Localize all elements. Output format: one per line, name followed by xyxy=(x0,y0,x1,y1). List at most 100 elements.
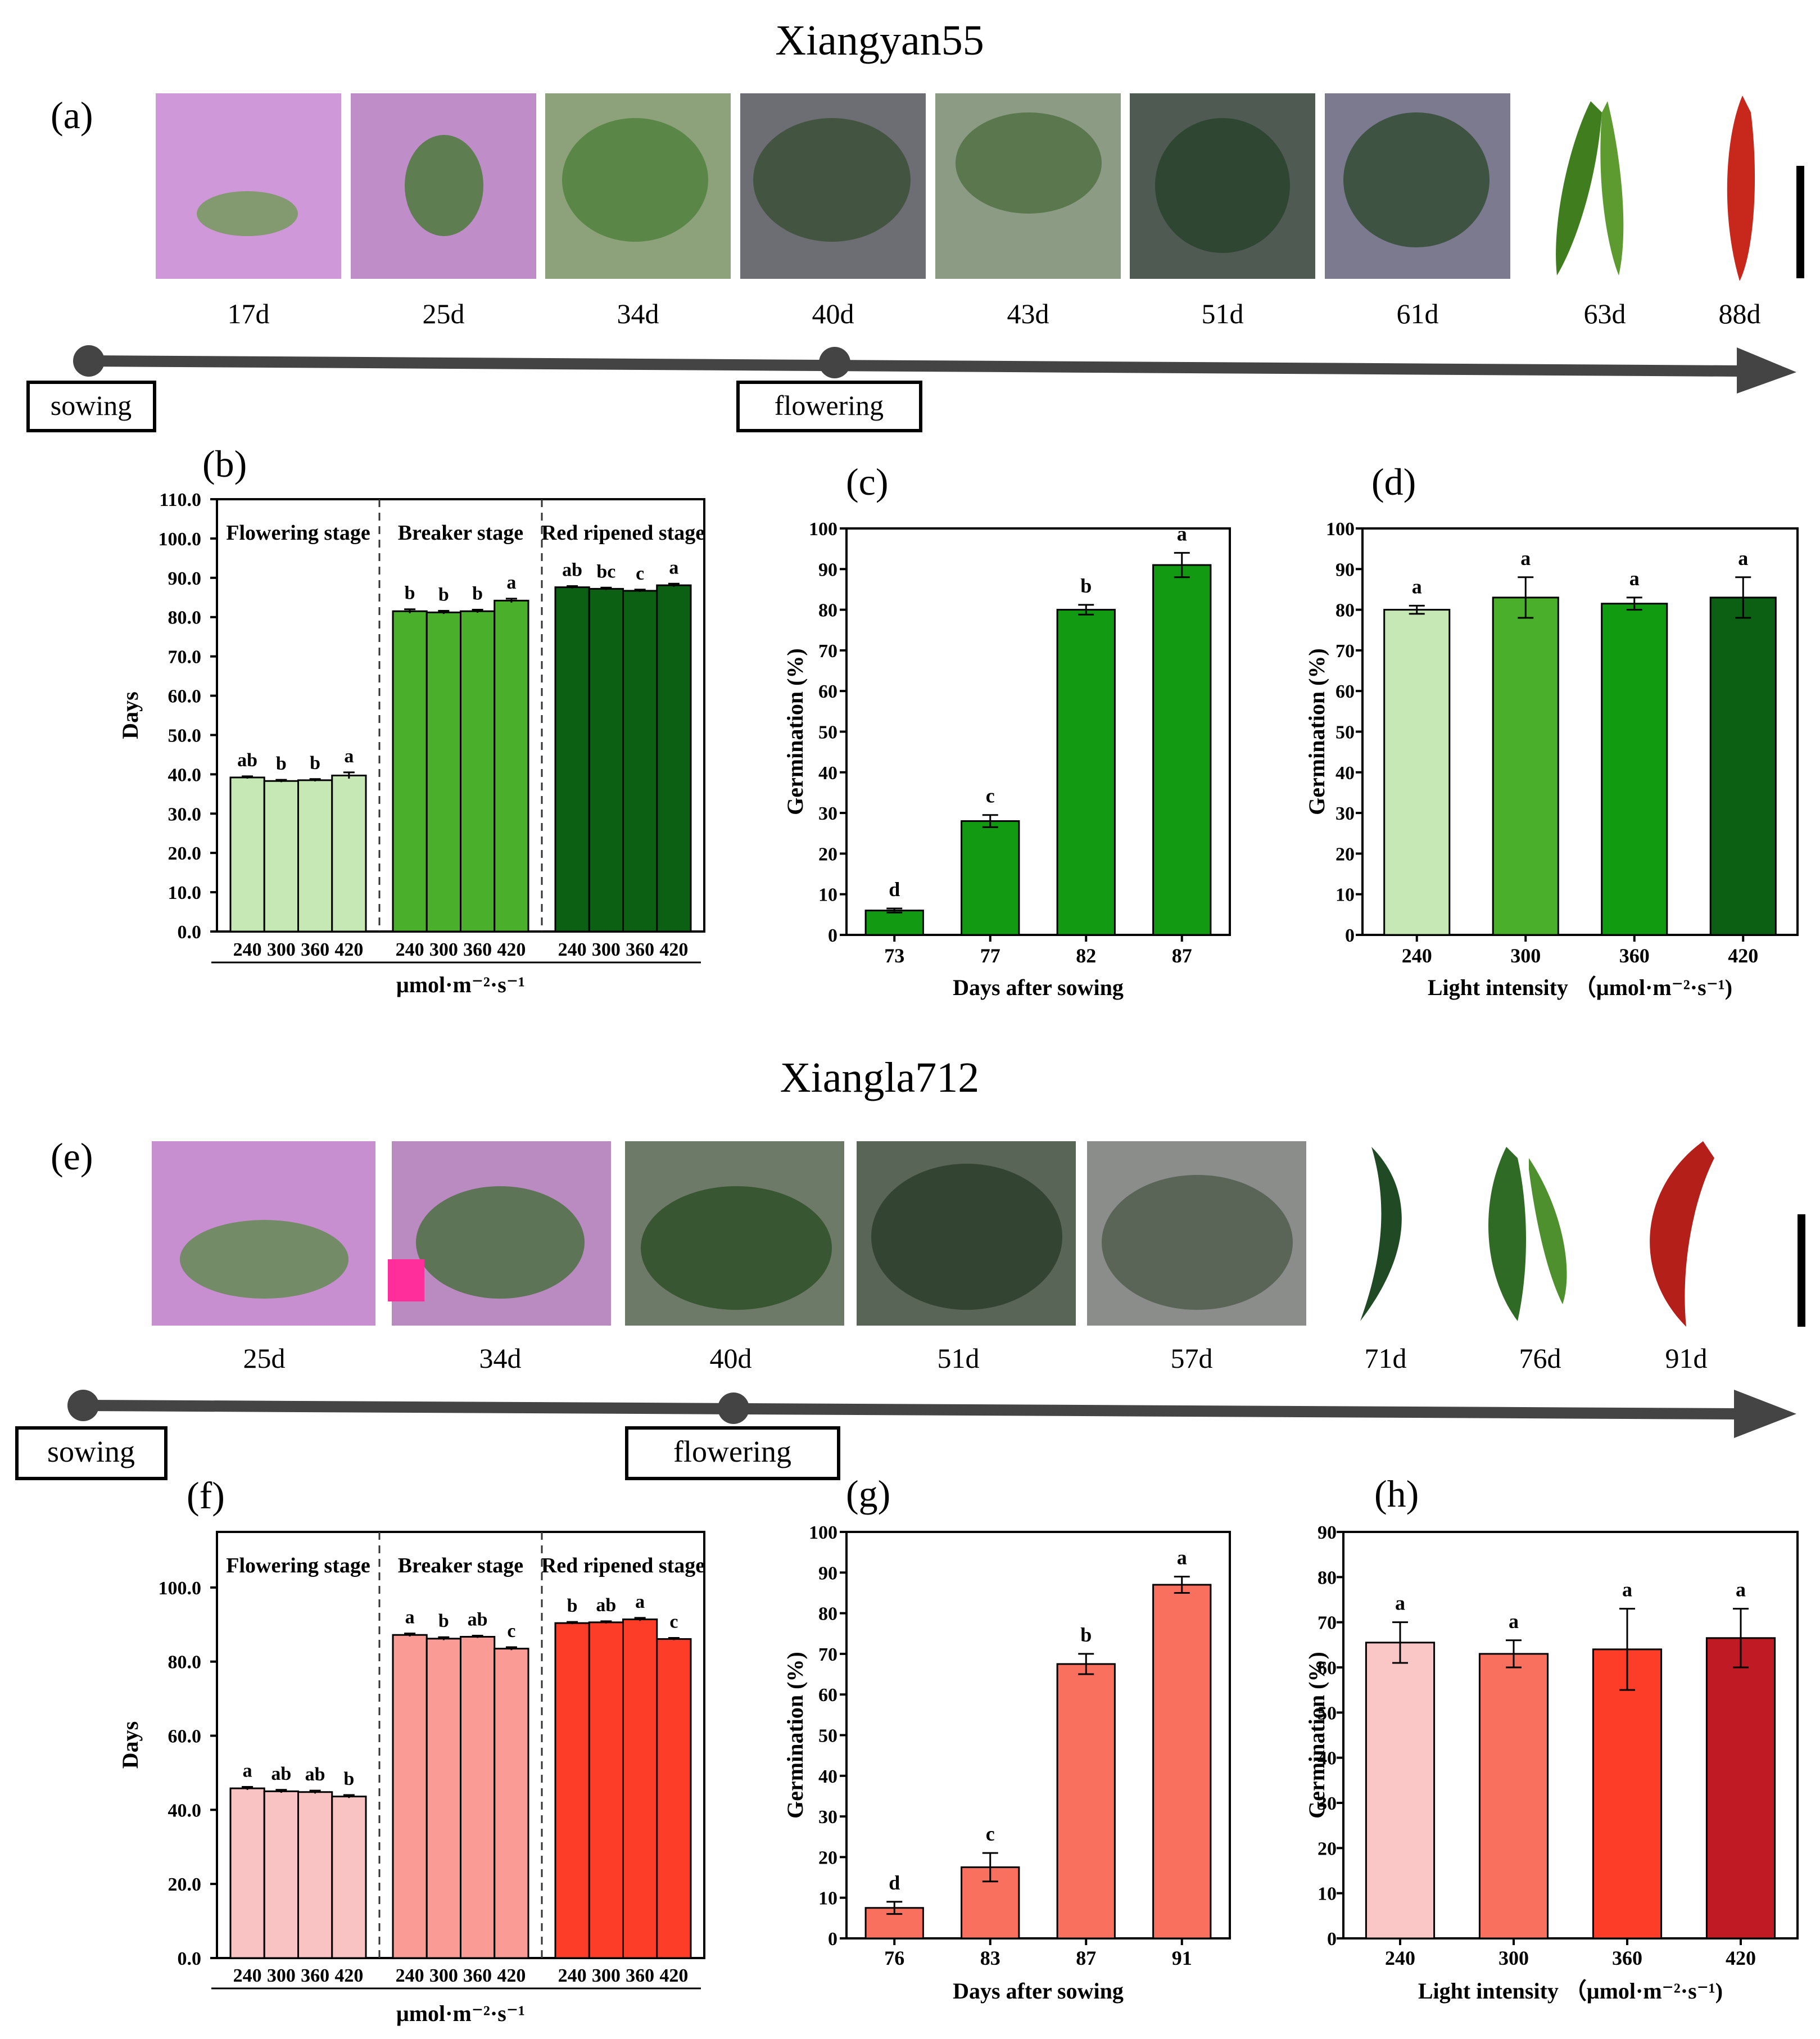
x-tick-label: 420 xyxy=(334,1965,363,1986)
pepper-red xyxy=(1727,96,1755,281)
x-tick-label: 240 xyxy=(558,1965,587,1986)
pink-label-tag xyxy=(388,1259,424,1301)
fruit-top xyxy=(1556,96,1755,281)
timeline-top: sowing flowering xyxy=(26,345,1796,432)
y-tick-label: 80 xyxy=(1335,600,1355,621)
x-tick-label: 360 xyxy=(626,939,654,960)
significance-letter: d xyxy=(889,878,900,901)
stage-label: Breaker stage xyxy=(398,1554,523,1577)
bar xyxy=(1709,596,1777,936)
day-label: 61d xyxy=(1397,298,1439,329)
photo-17d xyxy=(156,93,341,279)
bar xyxy=(229,776,265,933)
x-tick-label: 240 xyxy=(1385,1947,1415,1969)
x-axis-label: Light intensity （μmol·m⁻²·s⁻¹) xyxy=(1418,1978,1723,2004)
y-axis-label: Germination (%) xyxy=(782,1652,808,1819)
bar xyxy=(1152,564,1212,936)
significance-letter: a xyxy=(1177,1547,1187,1569)
plant-leaf xyxy=(405,135,483,236)
x-tick-label: 420 xyxy=(1726,1947,1756,1969)
scale-bar-bottom xyxy=(1798,1214,1805,1327)
significance-letter: a xyxy=(635,1592,645,1612)
bar xyxy=(229,1787,265,1959)
x-tick-label: 91 xyxy=(1172,1947,1192,1969)
x-tick-label: 420 xyxy=(659,939,688,960)
y-tick-label: 60 xyxy=(1318,1658,1337,1679)
x-tick-label: 87 xyxy=(1172,944,1192,967)
x-tick-label: 300 xyxy=(592,939,621,960)
y-tick-label: 0 xyxy=(828,925,837,946)
bar xyxy=(1056,1663,1116,1939)
plant-leaf xyxy=(197,191,298,236)
significance-letter: a xyxy=(1520,547,1531,569)
significance-letter: a xyxy=(1395,1592,1405,1615)
arrow-head xyxy=(1734,1390,1796,1438)
pepper-dark-green xyxy=(1360,1147,1402,1321)
y-tick-label: 70 xyxy=(818,641,837,662)
y-tick-label: 60 xyxy=(818,1685,837,1706)
y-tick-label: 100 xyxy=(809,519,837,540)
sowing-label: sowing xyxy=(51,390,132,421)
significance-letter: a xyxy=(243,1760,252,1781)
plant-leaf xyxy=(180,1220,348,1299)
x-tick-label: 360 xyxy=(463,1965,492,1986)
bar xyxy=(494,599,529,933)
day-label: 71d xyxy=(1365,1342,1407,1374)
y-axis-label: Germination (%) xyxy=(1304,1652,1329,1819)
chart-c: (c) 0 10 20 30 40 50 60 70 80 90 100 Germination (%)… xyxy=(782,460,1231,1000)
x-tick-label: 360 xyxy=(1612,1947,1642,1969)
significance-letter: b xyxy=(310,753,320,774)
x-tick-label: 300 xyxy=(1510,944,1541,967)
y-tick-label: 30 xyxy=(1318,1793,1337,1814)
y-tick-label: 0.0 xyxy=(178,922,202,943)
significance-letter: c xyxy=(507,1621,515,1642)
pepper-halves-green xyxy=(1529,1158,1567,1304)
timeline-dot xyxy=(67,1390,99,1421)
stage-label: Red ripened stage xyxy=(541,1554,705,1577)
panel-label-e: (e) xyxy=(51,1135,93,1178)
y-tick-label: 80.0 xyxy=(168,1652,202,1673)
significance-letter: a xyxy=(1622,1579,1632,1601)
y-tick-label: 20 xyxy=(1318,1838,1337,1859)
day-label: 40d xyxy=(812,298,854,329)
bar xyxy=(1592,1648,1663,1939)
bar xyxy=(1056,609,1116,936)
y-tick-label: 10 xyxy=(818,885,837,906)
y-tick-label: 10 xyxy=(818,1888,837,1909)
bar xyxy=(1152,1584,1212,1939)
significance-letter: a xyxy=(1412,575,1422,598)
y-tick-label: 60.0 xyxy=(168,686,202,707)
x-tick-label: 300 xyxy=(267,939,296,960)
bar xyxy=(961,820,1020,936)
photo-strip-bottom xyxy=(152,1141,1306,1326)
y-tick-label: 60 xyxy=(818,681,837,702)
y-tick-label: 40 xyxy=(818,763,837,784)
photo-strip-top xyxy=(156,93,1510,279)
significance-letter: b xyxy=(567,1595,578,1616)
day-label: 88d xyxy=(1719,298,1761,329)
bar xyxy=(263,1790,299,1959)
plant-leaf xyxy=(562,118,708,242)
day-label: 57d xyxy=(1171,1342,1213,1374)
x-tick-label: 300 xyxy=(592,1965,621,1986)
y-tick-label: 40 xyxy=(1318,1748,1337,1769)
plant-leaf xyxy=(1102,1175,1293,1310)
x-tick-label: 420 xyxy=(659,1965,688,1986)
chart-h: (h) 0 10 20 30 40 50 60 70 80 90 Germination (%) a 24… xyxy=(1304,1472,1799,2004)
title-xiangyan55: Xiangyan55 xyxy=(775,17,984,64)
bar xyxy=(263,780,299,933)
significance-letter: ab xyxy=(271,1764,291,1784)
x-tick-label: 300 xyxy=(267,1965,296,1986)
day-label: 34d xyxy=(617,298,659,329)
pepper-red xyxy=(1650,1141,1714,1327)
y-tick-label: 20.0 xyxy=(168,843,202,864)
bar xyxy=(460,1636,496,1959)
significance-letter: b xyxy=(343,1769,354,1789)
significance-letter: a xyxy=(669,557,678,578)
significance-letter: a xyxy=(506,572,516,593)
x-tick-label: 76 xyxy=(884,1947,904,1969)
sowing-box xyxy=(26,381,156,432)
y-tick-label: 20 xyxy=(1335,844,1355,865)
bar xyxy=(588,587,624,933)
stage-label: Red ripened stage xyxy=(541,521,705,545)
